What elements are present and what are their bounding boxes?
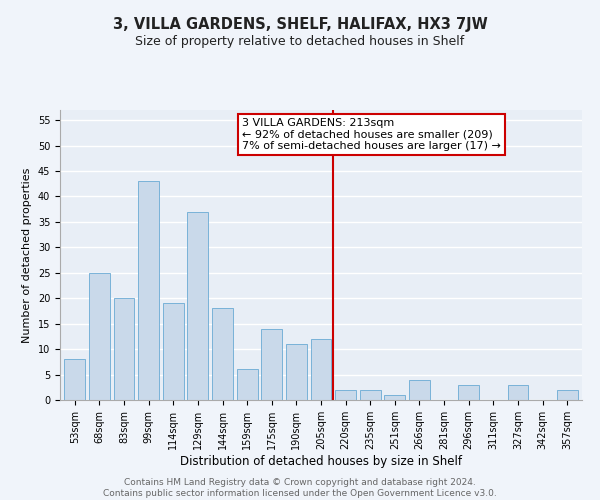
- Bar: [64, 360, 85, 400]
- X-axis label: Distribution of detached houses by size in Shelf: Distribution of detached houses by size …: [180, 454, 462, 468]
- Text: 3, VILLA GARDENS, SHELF, HALIFAX, HX3 7JW: 3, VILLA GARDENS, SHELF, HALIFAX, HX3 7J…: [113, 18, 487, 32]
- Bar: [187, 212, 208, 400]
- Bar: [236, 370, 257, 400]
- Bar: [311, 339, 331, 400]
- Bar: [163, 304, 184, 400]
- Bar: [458, 384, 479, 400]
- Bar: [212, 308, 233, 400]
- Bar: [89, 273, 110, 400]
- Bar: [557, 390, 578, 400]
- Bar: [138, 181, 159, 400]
- Y-axis label: Number of detached properties: Number of detached properties: [22, 168, 32, 342]
- Text: Size of property relative to detached houses in Shelf: Size of property relative to detached ho…: [136, 35, 464, 48]
- Bar: [508, 384, 529, 400]
- Bar: [286, 344, 307, 400]
- Text: Contains HM Land Registry data © Crown copyright and database right 2024.
Contai: Contains HM Land Registry data © Crown c…: [103, 478, 497, 498]
- Bar: [113, 298, 134, 400]
- Bar: [409, 380, 430, 400]
- Text: 3 VILLA GARDENS: 213sqm
← 92% of detached houses are smaller (209)
7% of semi-de: 3 VILLA GARDENS: 213sqm ← 92% of detache…: [242, 118, 501, 151]
- Bar: [335, 390, 356, 400]
- Bar: [385, 395, 406, 400]
- Bar: [360, 390, 381, 400]
- Bar: [261, 329, 282, 400]
